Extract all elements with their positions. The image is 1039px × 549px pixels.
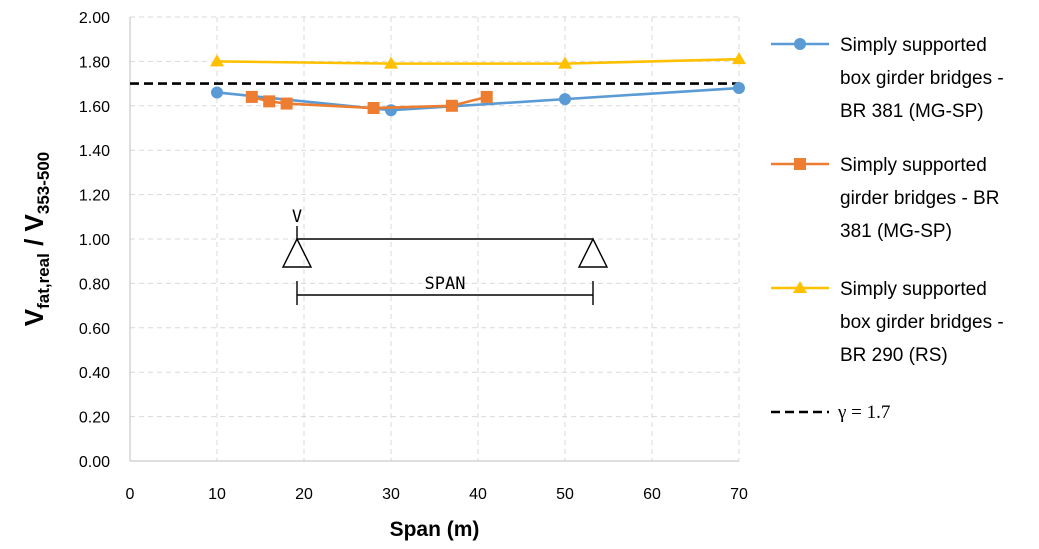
legend-entry-2: Simply supported girder bridges - BR 381 (… [771, 155, 999, 242]
legend-entry-reference: γ = 1.7 [771, 402, 890, 423]
series-2 [245, 90, 493, 115]
series-point [732, 52, 746, 65]
legend-swatch-marker [794, 158, 806, 170]
y-tick-label: 0.60 [79, 321, 110, 338]
y-axis-title: Vfat,real / V353-500 [19, 152, 53, 327]
legend-label: girder bridges - BR [840, 188, 999, 209]
series-point [245, 90, 258, 103]
y-tick-label: 1.20 [79, 188, 110, 205]
legend-label: γ = 1.7 [837, 402, 890, 423]
label-layer: 0.00 0.20 0.40 0.60 0.80 1.00 1.20 1.40 1.60 1.80… [19, 10, 748, 541]
legend-label: box girder bridges - [840, 312, 1004, 333]
legend-label: box girder bridges - [840, 68, 1004, 89]
y-title-main: V [19, 308, 49, 326]
x-tick-label: 70 [730, 486, 748, 503]
y-tick-label: 0.00 [79, 454, 110, 471]
series-point [558, 56, 572, 69]
legend-label: Simply supported [840, 155, 987, 176]
y-title-separator: / V [19, 213, 49, 253]
y-tick-label: 1.40 [79, 143, 110, 160]
x-tick-label: 40 [469, 486, 487, 503]
y-tick-label: 0.20 [79, 410, 110, 427]
y-tick-label: 1.60 [79, 99, 110, 116]
legend-swatch-marker [794, 38, 806, 50]
x-tick-label: 50 [556, 486, 574, 503]
series-point [733, 82, 745, 95]
x-tick-label: 0 [126, 486, 135, 503]
x-tick-label: 20 [295, 486, 313, 503]
legend-label: BR 290 (RS) [840, 345, 948, 366]
series-point [280, 97, 293, 110]
span-label: SPAN [425, 274, 466, 294]
series-layer [130, 52, 746, 117]
series-1 [211, 82, 745, 117]
y-tick-label: 1.00 [79, 232, 110, 249]
legend: Simply supported box girder bridges - BR 3… [771, 35, 1004, 423]
y-tick-label: 0.40 [79, 365, 110, 382]
series-point [211, 86, 223, 99]
right-support [577, 237, 609, 268]
legend-label: 381 (MG-SP) [840, 221, 952, 242]
series-point [210, 54, 224, 67]
x-axis-title: Span (m) [390, 518, 480, 541]
y-title-subscript-1: fat,real [34, 253, 53, 309]
legend-entry-1: Simply supported box girder bridges - BR 3… [771, 35, 1004, 122]
series-point [559, 93, 571, 106]
series-line [216, 86, 740, 112]
legend-entry-3: Simply supported box girder bridges - BR 2… [771, 279, 1004, 366]
y-tick-label: 2.00 [79, 10, 110, 27]
x-tick-label: 60 [643, 486, 661, 503]
series-point [384, 56, 398, 69]
load-label: V [292, 207, 302, 227]
y-tick-label: 1.80 [79, 54, 110, 71]
series-3 [210, 52, 746, 69]
y-title-subscript-2: 353-500 [34, 152, 53, 214]
left-support [281, 237, 313, 268]
legend-label: Simply supported [840, 35, 987, 56]
inset-sketch: V SPAN [281, 207, 609, 305]
axis-layer [129, 17, 739, 462]
series-line [216, 57, 740, 65]
y-tick-label: 0.80 [79, 276, 110, 293]
x-tick-label: 30 [382, 486, 400, 503]
legend-label: Simply supported [840, 279, 987, 300]
x-tick-label: 10 [208, 486, 226, 503]
series-point [445, 99, 458, 112]
series-point [480, 90, 493, 103]
series-point [263, 95, 276, 108]
series-point [385, 104, 397, 117]
series-point [367, 102, 380, 115]
legend-swatch-marker [793, 281, 807, 293]
legend-label: BR 381 (MG-SP) [840, 101, 984, 122]
